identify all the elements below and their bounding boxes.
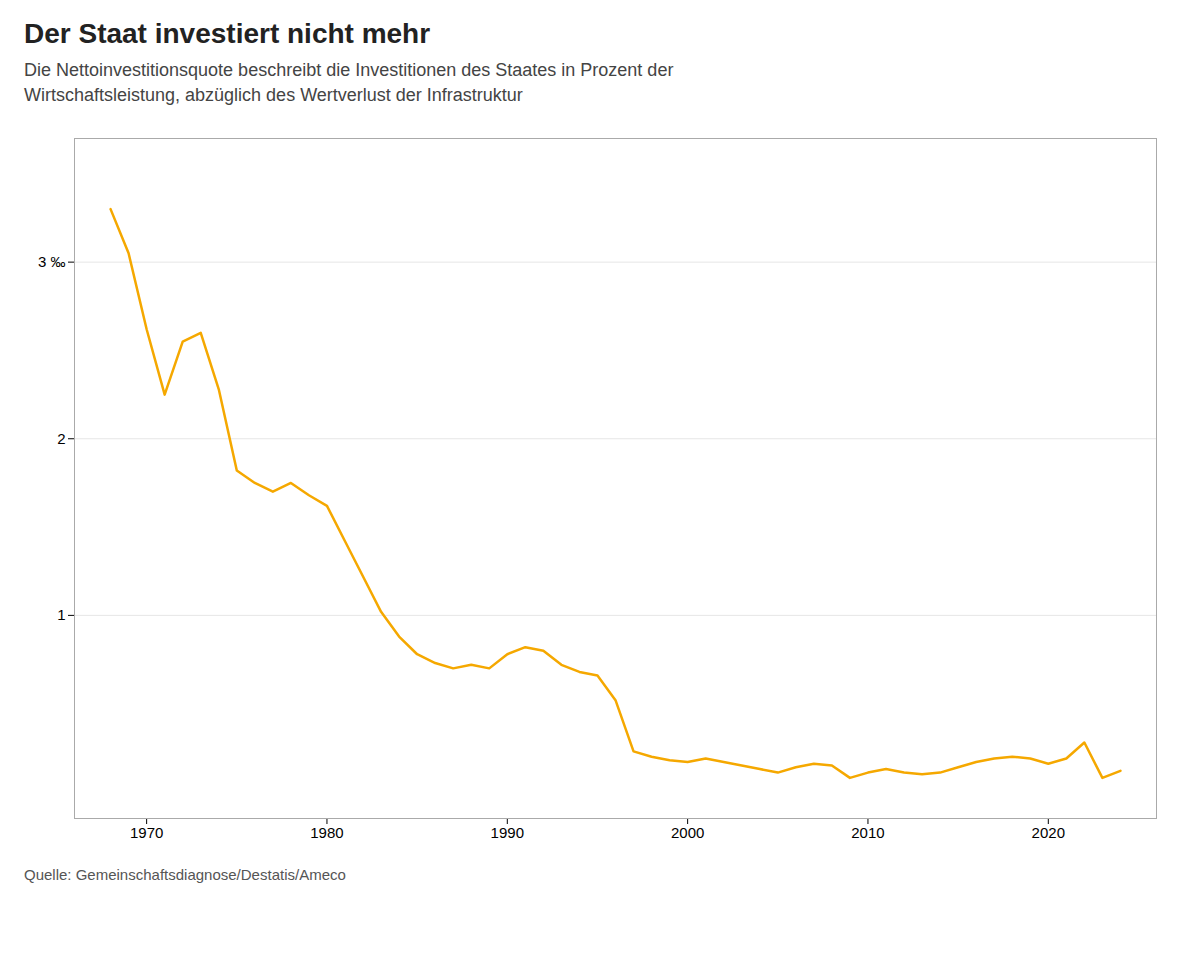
svg-text:1980: 1980 (310, 824, 343, 841)
svg-text:3 ‰: 3 ‰ (38, 253, 66, 270)
svg-text:1990: 1990 (491, 824, 524, 841)
html-text:Wirtschaftsleistung, abzüglich: Wirtschaftsleistung, abzüglich des Wertv… (24, 85, 523, 105)
svg-text:2020: 2020 (1032, 824, 1065, 841)
svg-text:2000: 2000 (671, 824, 704, 841)
svg-text:1: 1 (57, 606, 65, 623)
svg-text:1970: 1970 (130, 824, 163, 841)
html-text:Die Nettoinvestitionsquote bes: Die Nettoinvestitionsquote beschreibt di… (24, 60, 674, 80)
svg-text:2010: 2010 (851, 824, 884, 841)
html-text:Der Staat investiert nicht meh: Der Staat investiert nicht mehr (24, 18, 431, 49)
svg-text:2: 2 (57, 430, 65, 447)
html-text:Quelle: Gemeinschaftsdiagnose/: Quelle: Gemeinschaftsdiagnose/Destatis/A… (24, 866, 346, 883)
